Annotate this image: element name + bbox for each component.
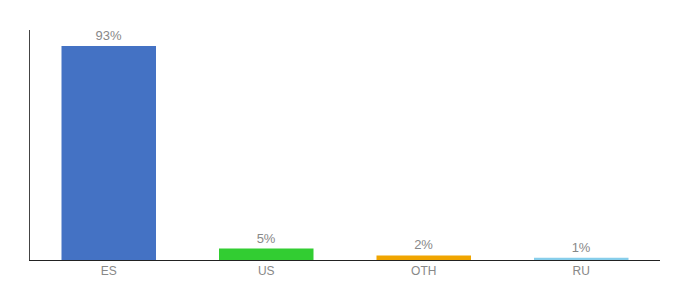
svg-text:RU: RU — [573, 264, 590, 278]
svg-text:ES: ES — [101, 264, 117, 278]
svg-text:OTH: OTH — [411, 264, 436, 278]
svg-text:1%: 1% — [572, 240, 591, 255]
svg-text:US: US — [258, 264, 275, 278]
svg-text:93%: 93% — [96, 28, 122, 43]
svg-text:2%: 2% — [414, 237, 433, 252]
svg-text:5%: 5% — [257, 231, 276, 246]
